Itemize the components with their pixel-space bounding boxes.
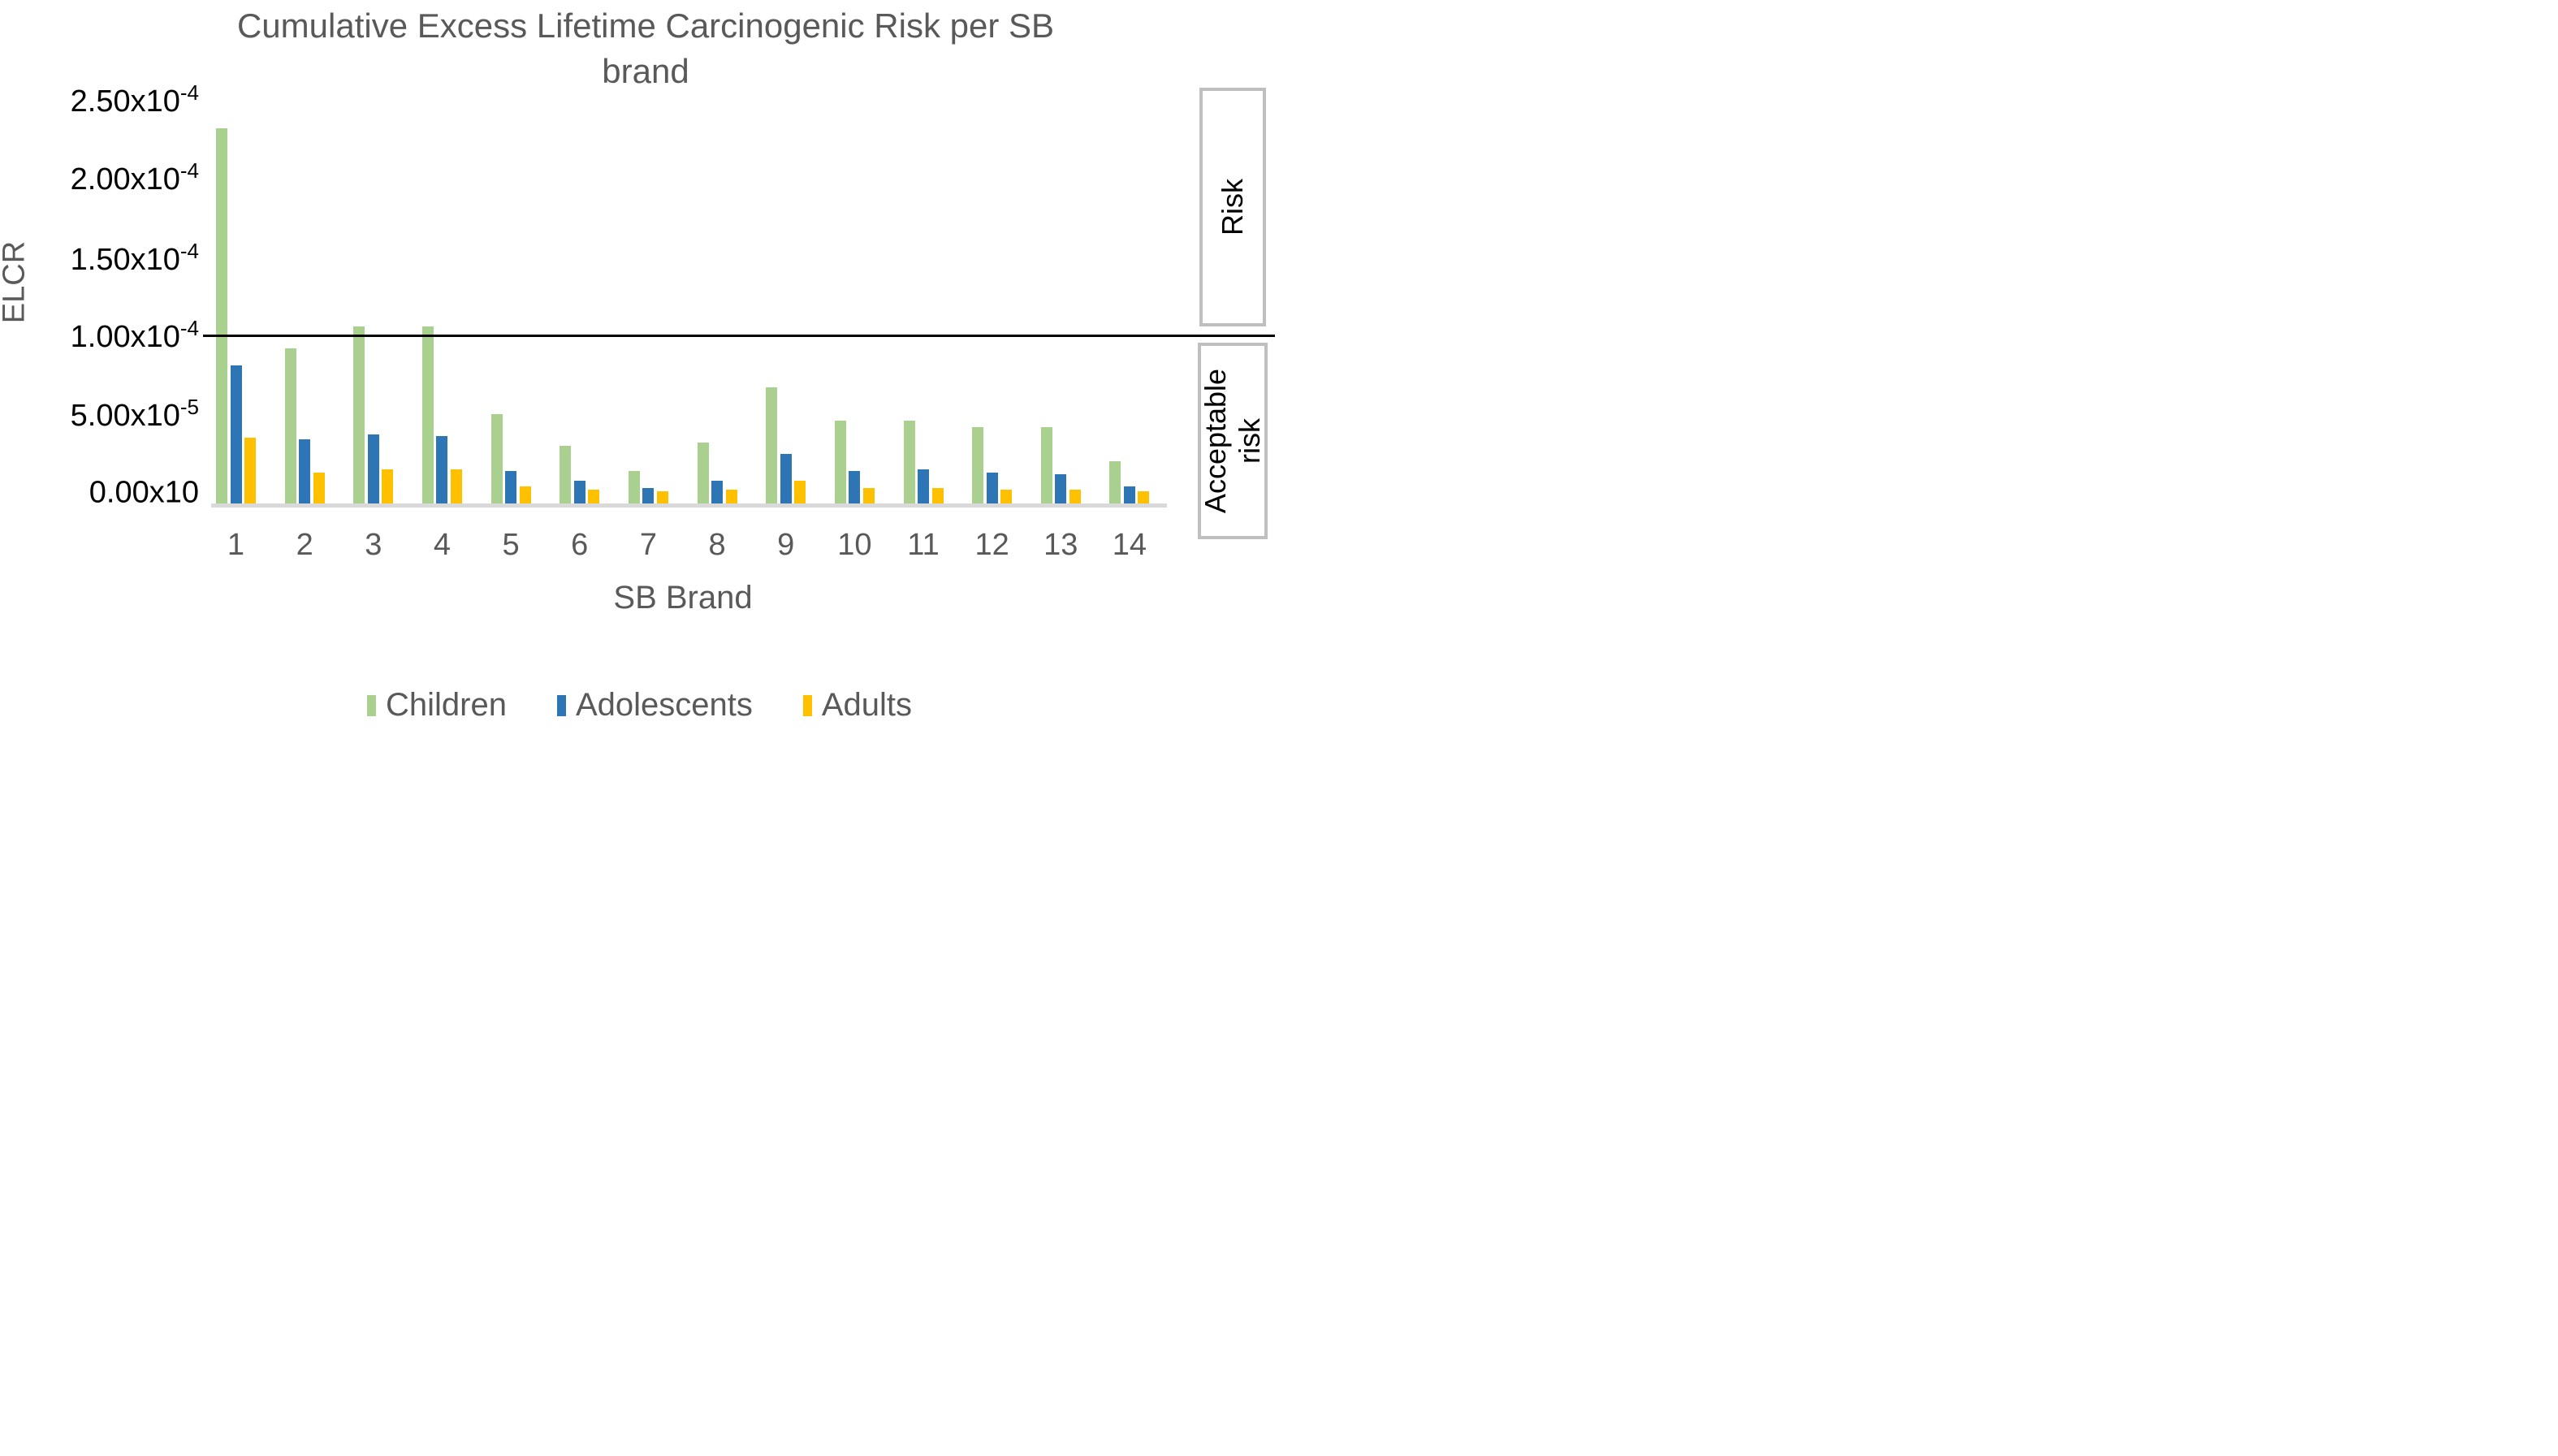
y-tick-base: 0.00x10 xyxy=(89,475,199,509)
bar-children-brand-1 xyxy=(216,128,227,503)
legend-item-adolescents: Adolescents xyxy=(556,687,753,724)
bar-adults-brand-1 xyxy=(244,438,256,503)
risk-region-label: Risk xyxy=(1216,179,1249,235)
x-axis-line xyxy=(211,503,1167,508)
acceptable-risk-region-label: Acceptable risk xyxy=(1199,368,1266,514)
bar-adolescents-brand-3 xyxy=(367,434,379,503)
bar-adolescents-brand-10 xyxy=(849,470,861,503)
bar-adults-brand-7 xyxy=(656,491,668,503)
bar-adolescents-brand-11 xyxy=(918,469,929,503)
bar-adults-brand-12 xyxy=(1000,490,1013,503)
chart-canvas: Cumulative Excess Lifetime Carcinogenic … xyxy=(0,0,1279,728)
legend-item-adults: Adults xyxy=(802,687,913,724)
bar-children-brand-10 xyxy=(834,420,846,503)
legend-swatch-icon xyxy=(366,694,376,716)
y-tick-label: 5.00x10-5 xyxy=(71,395,199,434)
bar-adolescents-brand-1 xyxy=(230,365,242,503)
bar-adults-brand-4 xyxy=(450,469,462,503)
chart-title-line1: Cumulative Excess Lifetime Carcinogenic … xyxy=(236,6,1055,45)
bar-children-brand-14 xyxy=(1109,461,1121,503)
bar-adults-brand-13 xyxy=(1069,490,1081,503)
y-axis-title: ELCR xyxy=(0,240,32,324)
x-tick-label-4: 4 xyxy=(433,528,451,562)
bar-adults-brand-2 xyxy=(313,472,325,503)
bar-children-brand-5 xyxy=(490,414,503,503)
bar-adults-brand-3 xyxy=(382,469,394,503)
x-tick-label-3: 3 xyxy=(365,528,382,562)
bar-children-brand-6 xyxy=(560,445,572,503)
chart-title: Cumulative Excess Lifetime Carcinogenic … xyxy=(0,3,1291,94)
x-tick-label-2: 2 xyxy=(296,528,313,562)
x-axis-title: SB Brand xyxy=(613,580,753,616)
x-tick-label-5: 5 xyxy=(502,528,520,562)
legend-item-children: Children xyxy=(366,687,507,724)
bar-children-brand-3 xyxy=(353,326,365,503)
y-tick-exponent: -4 xyxy=(179,80,199,106)
chart-title-line2: brand xyxy=(602,52,689,90)
acceptable-risk-region-box: Acceptable risk xyxy=(1198,343,1268,539)
legend-swatch-icon xyxy=(802,694,812,716)
x-tick-label-8: 8 xyxy=(708,528,726,562)
risk-region-box: Risk xyxy=(1199,88,1266,326)
bar-adolescents-brand-14 xyxy=(1123,486,1135,503)
y-tick-exponent: -4 xyxy=(179,316,199,341)
bar-adolescents-brand-2 xyxy=(299,439,311,503)
x-tick-label-13: 13 xyxy=(1044,528,1078,562)
y-tick-label: 2.50x10-4 xyxy=(71,80,199,119)
bar-adolescents-brand-7 xyxy=(642,488,655,503)
x-tick-label-1: 1 xyxy=(227,528,245,562)
y-tick-base: 1.50x10 xyxy=(70,242,180,277)
bar-children-brand-13 xyxy=(1040,426,1052,503)
bar-children-brand-8 xyxy=(697,443,709,503)
bar-adolescents-brand-13 xyxy=(1055,473,1067,503)
x-tick-label-7: 7 xyxy=(639,528,657,562)
x-tick-label-11: 11 xyxy=(907,528,940,562)
x-tick-label-12: 12 xyxy=(974,528,1009,562)
legend-swatch-icon xyxy=(556,694,566,716)
x-tick-label-9: 9 xyxy=(777,528,795,562)
bar-adolescents-brand-4 xyxy=(436,436,448,503)
bar-adults-brand-8 xyxy=(725,490,737,503)
y-tick-exponent: -4 xyxy=(179,238,199,263)
bar-children-brand-7 xyxy=(628,470,640,503)
bar-children-brand-4 xyxy=(421,326,434,503)
legend-label: Children xyxy=(385,687,507,723)
y-tick-label: 0.00x10 xyxy=(89,475,199,510)
chart-legend: Children Adolescents Adults xyxy=(0,687,1279,724)
bar-adults-brand-14 xyxy=(1138,491,1150,503)
bar-children-brand-11 xyxy=(903,420,915,503)
legend-label: Adults xyxy=(821,687,913,723)
x-tick-label-10: 10 xyxy=(837,528,872,562)
bar-children-brand-9 xyxy=(766,387,778,503)
x-tick-label-6: 6 xyxy=(571,528,589,562)
acceptable-risk-threshold-line xyxy=(203,335,1275,337)
bar-adolescents-brand-9 xyxy=(780,453,792,503)
y-tick-base: 1.00x10 xyxy=(70,319,180,354)
y-tick-base: 2.00x10 xyxy=(70,162,180,197)
bar-adults-brand-6 xyxy=(588,490,600,503)
bar-adults-brand-10 xyxy=(862,488,875,503)
y-tick-label: 1.00x10-4 xyxy=(71,316,199,355)
y-tick-exponent: -4 xyxy=(179,158,199,183)
y-tick-base: 2.50x10 xyxy=(70,84,180,119)
bar-adolescents-brand-12 xyxy=(986,472,998,503)
bar-children-brand-2 xyxy=(284,348,296,503)
bar-adults-brand-5 xyxy=(519,486,531,503)
bar-adults-brand-9 xyxy=(794,480,806,503)
x-tick-label-14: 14 xyxy=(1112,528,1147,562)
bar-adolescents-brand-5 xyxy=(505,470,517,503)
bar-adolescents-brand-8 xyxy=(711,480,724,503)
bar-adults-brand-11 xyxy=(931,488,944,503)
y-tick-label: 2.00x10-4 xyxy=(71,158,199,197)
legend-label: Adolescents xyxy=(575,687,753,723)
y-tick-base: 5.00x10 xyxy=(70,398,180,433)
y-tick-label: 1.50x10-4 xyxy=(71,239,199,278)
bar-children-brand-12 xyxy=(972,426,984,503)
bar-adolescents-brand-6 xyxy=(573,480,585,503)
y-tick-exponent: -5 xyxy=(179,395,199,420)
